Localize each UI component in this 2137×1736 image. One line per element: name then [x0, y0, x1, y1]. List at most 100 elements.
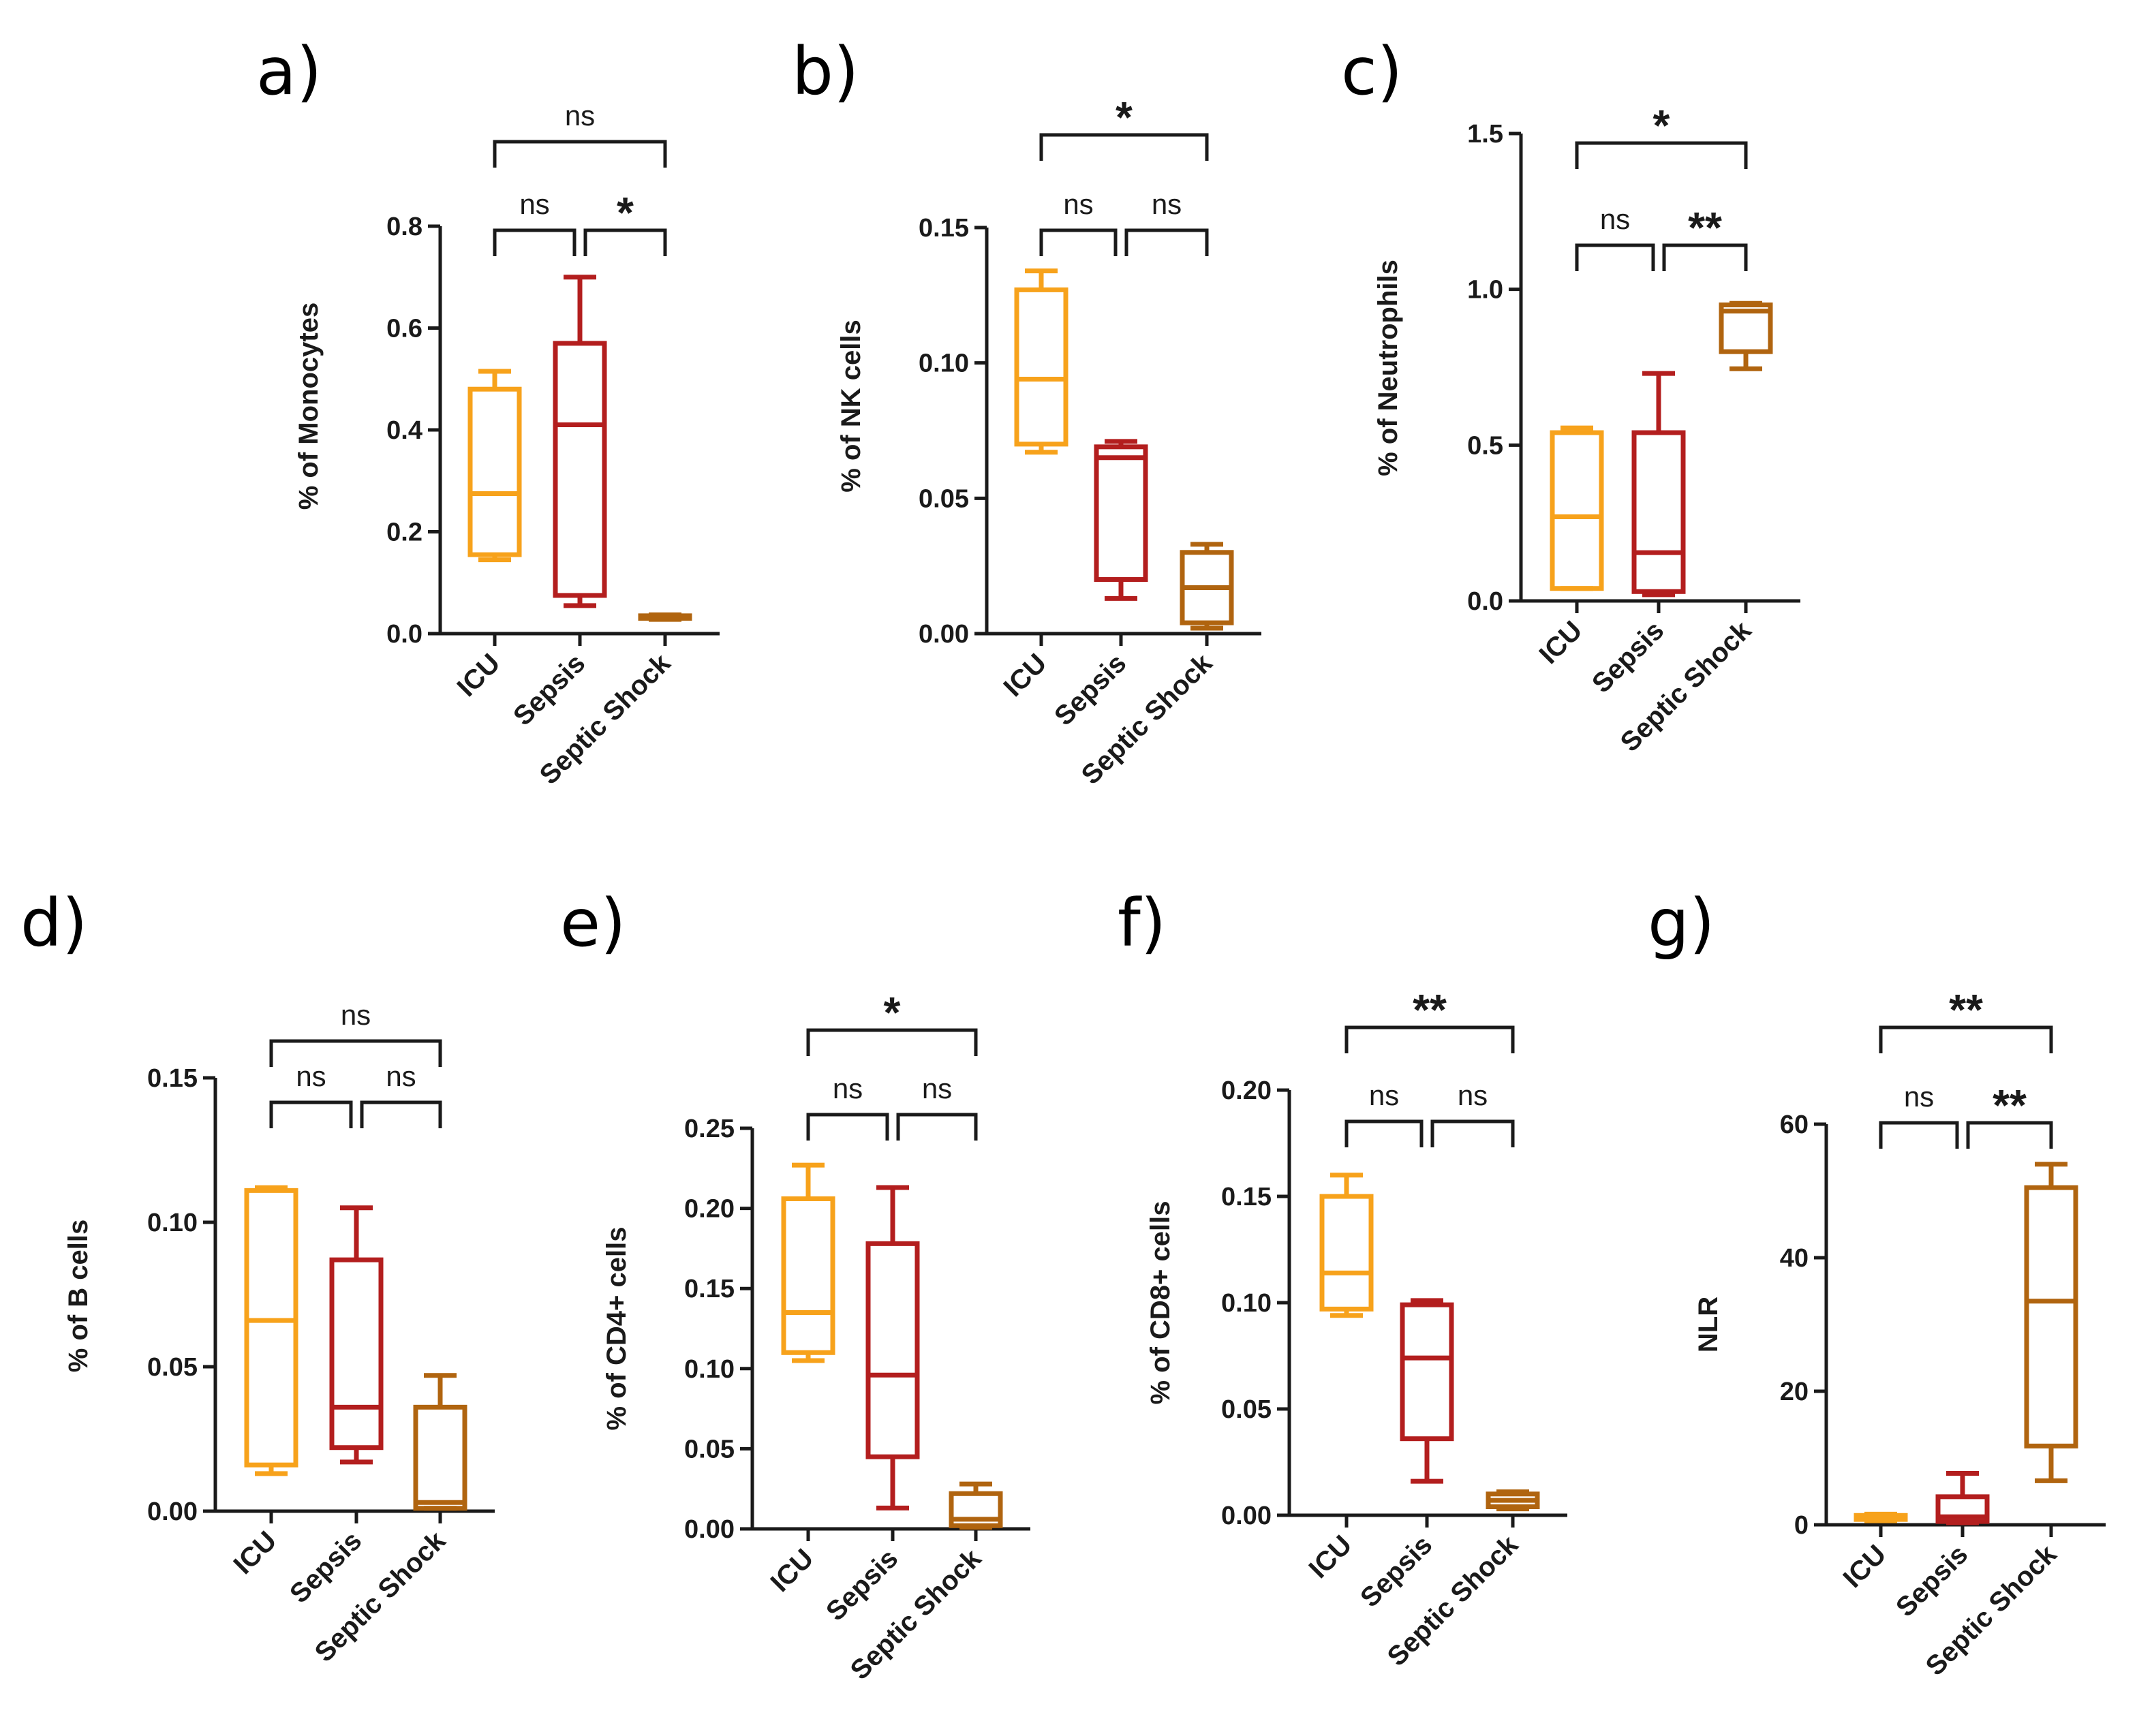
y-tick-label: 0.15: [919, 214, 969, 243]
significance-label: ns: [519, 188, 549, 220]
box-iqr: [1719, 303, 1773, 354]
y-axis-title: % of CD8+ cells: [1146, 1200, 1175, 1404]
box-septic-shock: [413, 1373, 467, 1511]
significance-label: ns: [1904, 1081, 1934, 1113]
y-tick-label: 0.25: [684, 1115, 735, 1143]
significance-label: *: [1653, 101, 1670, 150]
y-axis-title: % of CD4+ cells: [602, 1226, 632, 1430]
significance-label: ns: [386, 1060, 416, 1092]
significance-bracket: [583, 228, 667, 256]
y-tick-label: 0.15: [684, 1275, 735, 1303]
significance-bracket: [493, 228, 576, 256]
box-icu: [1319, 1173, 1374, 1318]
y-tick-label: 40: [1780, 1244, 1809, 1273]
significance-bracket: [806, 1028, 978, 1056]
y-tick-label: 0.05: [684, 1435, 735, 1463]
box-septic-shock: [1719, 300, 1773, 371]
panel-c: c)0.00.51.01.5% of NeutrophilsICUSepsisS…: [1341, 33, 1800, 758]
significance-label: **: [1949, 985, 1983, 1034]
box-iqr: [949, 1491, 1003, 1528]
y-tick-label: 0.05: [1221, 1395, 1272, 1424]
box-iqr: [1631, 430, 1686, 594]
significance-bracket: [1879, 1121, 1959, 1149]
significance-label: ns: [565, 99, 595, 131]
y-tick-label: 0.20: [1221, 1076, 1272, 1105]
box-iqr: [1014, 287, 1068, 447]
significance-bracket: [360, 1100, 442, 1128]
box-sepsis: [1631, 371, 1686, 598]
significance-label: ns: [1063, 188, 1093, 220]
box-iqr: [329, 1257, 384, 1451]
significance-label: **: [1688, 203, 1722, 252]
significance-label: **: [1413, 985, 1447, 1034]
panel-label-b: b): [792, 33, 859, 110]
significance-bracket: [806, 1113, 889, 1141]
box-iqr: [413, 1404, 467, 1511]
box-sepsis: [329, 1205, 384, 1465]
significance-bracket: [1966, 1121, 2053, 1149]
box-sepsis: [1094, 439, 1148, 601]
y-tick-label: 1.0: [1467, 276, 1503, 305]
box-icu: [1854, 1511, 1908, 1523]
panel-label-e: e): [560, 885, 626, 961]
y-tick-label: 0.00: [1221, 1502, 1272, 1530]
significance-bracket: [1344, 1119, 1424, 1147]
box-icu: [244, 1185, 298, 1476]
box-septic-shock: [949, 1481, 1003, 1530]
significance-bracket: [1039, 133, 1209, 161]
significance-label: ns: [296, 1060, 326, 1092]
y-tick-label: 1.5: [1467, 120, 1503, 149]
y-axis-title: % of Neutrophils: [1373, 260, 1403, 476]
box-iqr: [244, 1188, 298, 1468]
y-tick-label: 0.5: [1467, 431, 1503, 460]
box-septic-shock: [1486, 1489, 1540, 1512]
y-tick-label: 0.0: [386, 620, 422, 649]
y-tick-label: 0.10: [1221, 1289, 1272, 1318]
significance-bracket: [1039, 228, 1118, 256]
significance-label: ns: [341, 999, 371, 1031]
significance-label: *: [617, 188, 634, 237]
significance-label: ns: [1600, 203, 1630, 235]
box-iqr: [1550, 430, 1604, 591]
box-icu: [781, 1162, 835, 1363]
significance-bracket: [1879, 1025, 2053, 1053]
y-tick-label: 0.15: [1221, 1183, 1272, 1211]
box-sepsis: [553, 275, 607, 608]
significance-bracket: [1344, 1025, 1515, 1053]
y-tick-label: 0.00: [684, 1515, 735, 1544]
y-tick-label: 0.00: [919, 620, 969, 649]
box-sepsis: [1400, 1298, 1454, 1484]
box-iqr: [865, 1241, 920, 1459]
significance-bracket: [269, 1039, 442, 1067]
box-iqr: [1400, 1302, 1454, 1442]
significance-bracket: [1575, 141, 1748, 169]
significance-bracket: [493, 140, 667, 168]
y-tick-label: 60: [1780, 1111, 1809, 1139]
box-iqr: [781, 1196, 835, 1355]
panel-label-d: d): [20, 885, 87, 961]
box-iqr: [1935, 1494, 1990, 1524]
y-tick-label: 0.4: [386, 416, 422, 445]
panel-label-a: a): [256, 33, 322, 110]
y-tick-label: 0.05: [919, 484, 969, 513]
box-icu: [1014, 268, 1068, 455]
box-septic-shock: [1180, 542, 1234, 631]
box-icu: [1550, 425, 1604, 591]
significance-label: ns: [922, 1072, 952, 1104]
panel-label-c: c): [1341, 33, 1402, 110]
y-tick-label: 0.8: [386, 213, 422, 241]
significance-label: ns: [1458, 1079, 1488, 1111]
significance-bracket: [1430, 1119, 1515, 1147]
y-tick-label: 0.10: [684, 1355, 735, 1384]
y-tick-label: 0.10: [919, 350, 969, 378]
significance-bracket: [896, 1113, 978, 1141]
y-tick-label: 0.10: [147, 1209, 198, 1237]
box-septic-shock: [638, 612, 692, 622]
box-sepsis: [1935, 1471, 1990, 1525]
y-tick-label: 0.0: [1467, 587, 1503, 616]
box-septic-shock: [2024, 1162, 2078, 1483]
y-tick-label: 0.05: [147, 1353, 198, 1382]
significance-label: **: [1993, 1081, 2027, 1130]
box-iqr: [553, 341, 607, 598]
